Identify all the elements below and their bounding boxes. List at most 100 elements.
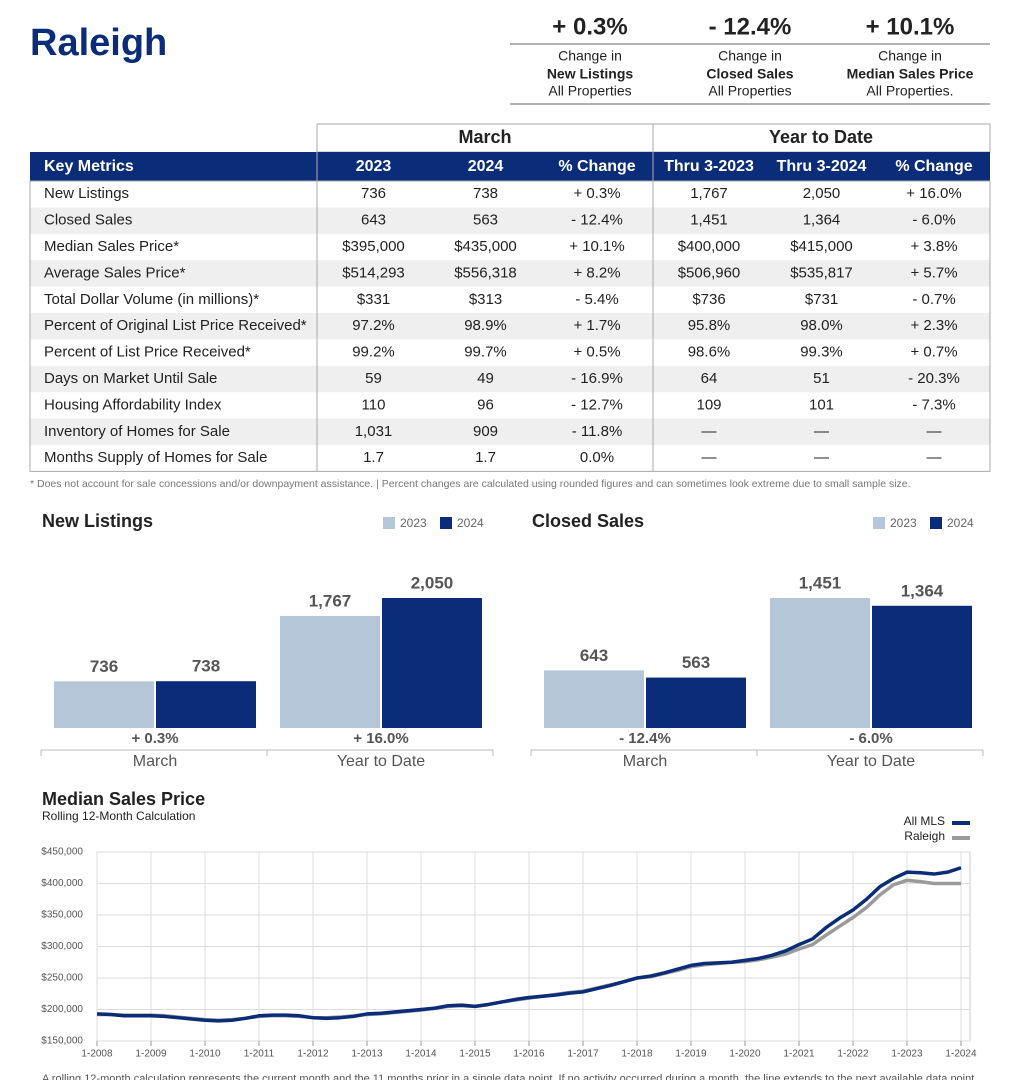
- highlight-line: Change in: [558, 48, 622, 64]
- x-tick-label: 1-2019: [675, 1049, 707, 1060]
- category-label: Year to Date: [337, 753, 425, 770]
- table-cell: - 11.8%: [572, 423, 623, 440]
- column-header: 2023: [356, 158, 392, 175]
- highlight-value: + 10.1%: [866, 13, 955, 40]
- table-cell: 2,050: [803, 185, 841, 202]
- chart-title: Median Sales Price: [42, 789, 205, 809]
- x-tick-label: 1-2024: [945, 1049, 977, 1060]
- table-cell: $395,000: [342, 238, 405, 255]
- table-cell: $535,817: [790, 264, 853, 281]
- table-cell: Total Dollar Volume (in millions)*: [44, 291, 259, 308]
- table-cell: —: [814, 449, 829, 466]
- y-tick-label: $400,000: [41, 878, 83, 889]
- y-tick-label: $150,000: [41, 1036, 83, 1047]
- row-band: [30, 365, 990, 393]
- table-cell: + 1.7%: [573, 317, 620, 334]
- table-cell: 101: [809, 396, 834, 413]
- table-cell: + 5.7%: [910, 264, 957, 281]
- change-label: - 12.4%: [619, 730, 671, 747]
- table-cell: 0.0%: [580, 449, 614, 466]
- bar: [280, 615, 380, 728]
- table-cell: 98.6%: [688, 344, 731, 361]
- legend-label: All MLS: [904, 814, 945, 828]
- table-cell: - 0.7%: [912, 291, 955, 308]
- x-tick-label: 1-2010: [189, 1049, 221, 1060]
- table-cell: Percent of List Price Received*: [44, 344, 251, 361]
- x-tick-label: 1-2015: [459, 1049, 491, 1060]
- y-tick-label: $200,000: [41, 1004, 83, 1015]
- row-band: [30, 418, 990, 445]
- column-header: % Change: [558, 158, 635, 175]
- highlight-value: - 12.4%: [709, 13, 792, 40]
- series-line: [96, 866, 962, 1023]
- highlight-line: New Listings: [547, 66, 634, 82]
- change-label: + 0.3%: [131, 730, 178, 747]
- table-cell: + 0.5%: [573, 344, 620, 361]
- bar-value-label: 738: [192, 657, 220, 676]
- row-band: [30, 313, 990, 340]
- table-cell: Closed Sales: [44, 212, 132, 229]
- table-cell: 1,451: [690, 212, 728, 229]
- footnote: * Does not account for sale concessions …: [30, 478, 911, 490]
- x-tick-label: 1-2023: [891, 1049, 923, 1060]
- x-tick-label: 1-2020: [729, 1049, 761, 1060]
- table-cell: —: [702, 423, 717, 440]
- chart-title: Closed Sales: [532, 511, 644, 531]
- legend-swatch: [440, 517, 452, 529]
- table-cell: + 8.2%: [573, 264, 620, 281]
- legend-label: 2023: [890, 516, 917, 530]
- column-header: Key Metrics: [44, 158, 134, 175]
- table-cell: 643: [361, 212, 386, 229]
- table-cell: Months Supply of Homes for Sale: [44, 449, 267, 466]
- table-cell: 59: [365, 370, 382, 387]
- bar: [544, 670, 644, 728]
- category-label: March: [623, 753, 667, 770]
- group-header: Year to Date: [769, 127, 873, 147]
- group-header: March: [458, 127, 511, 147]
- table-cell: New Listings: [44, 185, 129, 202]
- table-cell: + 0.3%: [573, 185, 620, 202]
- table-cell: - 16.9%: [571, 370, 623, 387]
- y-tick-label: $300,000: [41, 941, 83, 952]
- table-cell: $731: [805, 291, 838, 308]
- highlight-line: All Properties: [548, 83, 631, 99]
- table-border: [29, 180, 991, 472]
- bar: [54, 681, 154, 728]
- legend-swatch: [873, 517, 885, 529]
- table-cell: 909: [473, 423, 498, 440]
- table-cell: + 16.0%: [906, 185, 961, 202]
- row-band: [30, 260, 990, 287]
- table-cell: $400,000: [678, 238, 741, 255]
- column-header: Thru 3-2023: [664, 158, 754, 175]
- legend-label: 2024: [457, 516, 484, 530]
- row-band: [30, 207, 990, 234]
- table-cell: + 3.8%: [910, 238, 957, 255]
- table-cell: 64: [701, 370, 718, 387]
- change-label: + 16.0%: [353, 730, 408, 747]
- table-cell: $435,000: [454, 238, 517, 255]
- highlight-line: Closed Sales: [706, 66, 793, 82]
- x-tick-label: 1-2017: [567, 1049, 599, 1060]
- table-cell: 97.2%: [352, 317, 395, 334]
- table-cell: —: [702, 449, 717, 466]
- table-cell: —: [927, 449, 942, 466]
- table-cell: 738: [473, 185, 498, 202]
- bar-value-label: 736: [90, 657, 118, 676]
- table-cell: 1.7: [475, 449, 496, 466]
- x-tick-label: 1-2011: [244, 1049, 275, 1060]
- chart-note: A rolling 12-month calculation represent…: [42, 1073, 977, 1080]
- table-cell: Housing Affordability Index: [44, 396, 222, 413]
- bar: [872, 605, 972, 728]
- chart-title: New Listings: [42, 511, 153, 531]
- bar-value-label: 1,767: [309, 591, 352, 610]
- highlight-line: All Properties.: [866, 83, 953, 99]
- change-label: - 6.0%: [849, 730, 892, 747]
- bar-value-label: 1,451: [799, 573, 842, 592]
- table-cell: - 6.0%: [912, 212, 955, 229]
- y-tick-label: $450,000: [41, 847, 83, 858]
- table-cell: - 7.3%: [912, 396, 955, 413]
- city-title: Raleigh: [30, 22, 167, 64]
- bar-value-label: 563: [682, 653, 710, 672]
